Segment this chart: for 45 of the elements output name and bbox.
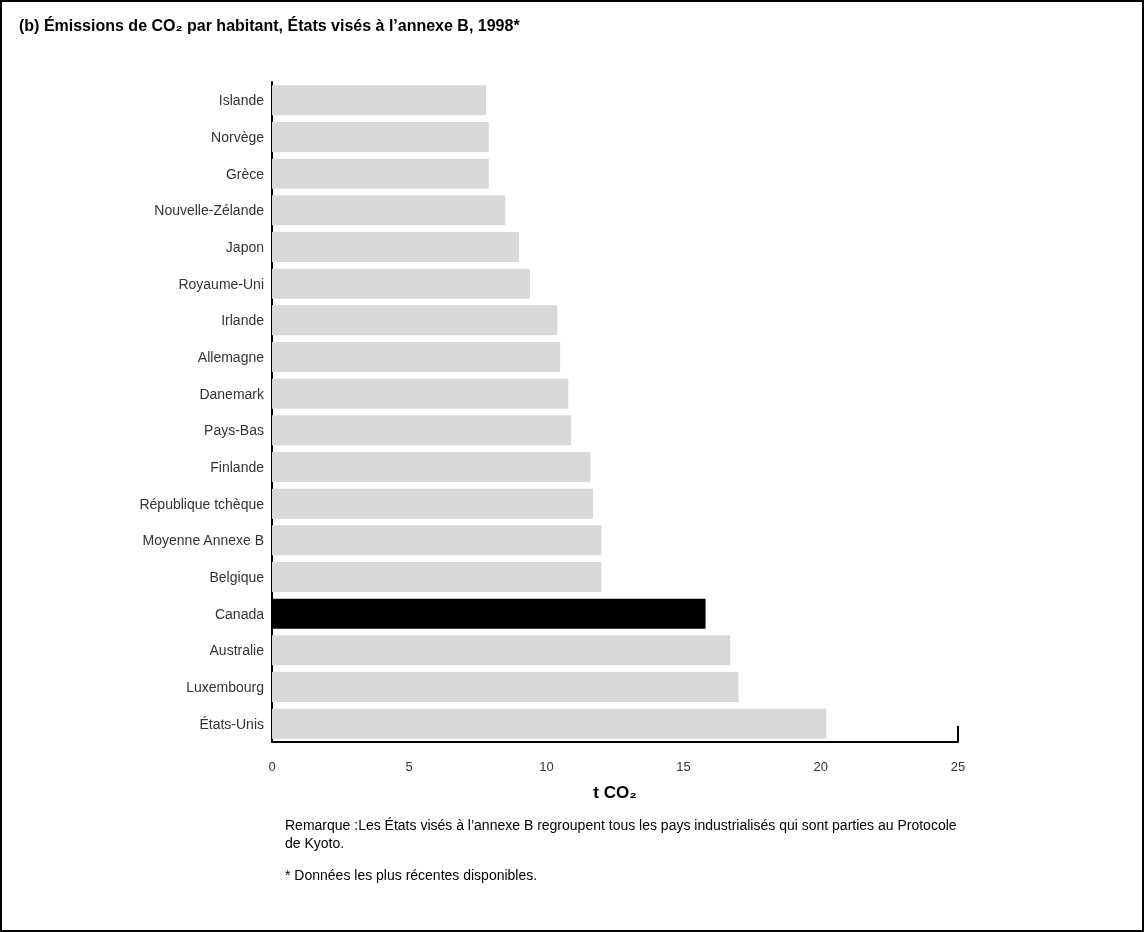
bar xyxy=(272,195,506,226)
bar xyxy=(272,671,739,703)
y-tick-label: Australie xyxy=(209,642,265,659)
y-tick-label: Norvège xyxy=(211,129,265,145)
bar xyxy=(272,525,602,556)
y-tick-label: Royaume-Uni xyxy=(178,275,264,292)
bar xyxy=(272,341,561,373)
y-tick-label: Finlande xyxy=(210,459,265,475)
bar xyxy=(272,158,489,189)
y-tick-label: Canada xyxy=(214,605,265,622)
y-tick-label: États-Unis xyxy=(199,715,264,732)
x-tick-label: 15 xyxy=(676,759,691,774)
x-tick-label: 10 xyxy=(539,759,554,774)
y-tick-label: Grèce xyxy=(225,165,265,182)
bar xyxy=(272,85,487,116)
y-tick-label: Moyenne Annexe B xyxy=(142,532,264,549)
x-axis-title: t CO₂ xyxy=(593,783,637,802)
y-tick-label: Belgique xyxy=(209,569,265,585)
bar xyxy=(272,268,530,299)
x-tick-label: 25 xyxy=(950,759,966,774)
bar xyxy=(272,305,558,336)
y-tick-label: Irlande xyxy=(221,312,265,329)
text: * Données les plus récentes disponibles. xyxy=(285,867,538,883)
bar xyxy=(272,635,731,666)
text: Remarque :Les États visés à l’annexe B regroupent tous les pays industrialisés qui sont parties au Protocole de Kyoto. xyxy=(285,817,961,851)
chart-title: (b) Émissions de CO₂ par habitant, États visés à l’annexe B, 1998* xyxy=(19,15,521,34)
x-tick-label: 5 xyxy=(405,759,413,774)
y-tick-label: Pays-Bas xyxy=(204,422,264,439)
y-tick-label: Danemark xyxy=(199,385,265,402)
y-tick-label: République tchèque xyxy=(139,495,265,512)
bar xyxy=(272,708,827,739)
y-tick-label: Luxembourg xyxy=(186,679,264,695)
bar xyxy=(272,561,602,593)
bar xyxy=(272,415,572,446)
bar xyxy=(272,121,489,153)
y-tick-label: Allemagne xyxy=(197,349,265,365)
y-tick-label: Japon xyxy=(225,239,264,255)
y-tick-label: Nouvelle-Zélande xyxy=(154,202,265,219)
bar xyxy=(272,488,594,519)
bar xyxy=(272,451,591,483)
x-tick-label: 20 xyxy=(813,759,829,774)
y-tick-label: Islande xyxy=(218,92,265,109)
bar xyxy=(272,231,519,263)
x-tick-label: 0 xyxy=(268,759,276,774)
bar xyxy=(272,378,569,409)
